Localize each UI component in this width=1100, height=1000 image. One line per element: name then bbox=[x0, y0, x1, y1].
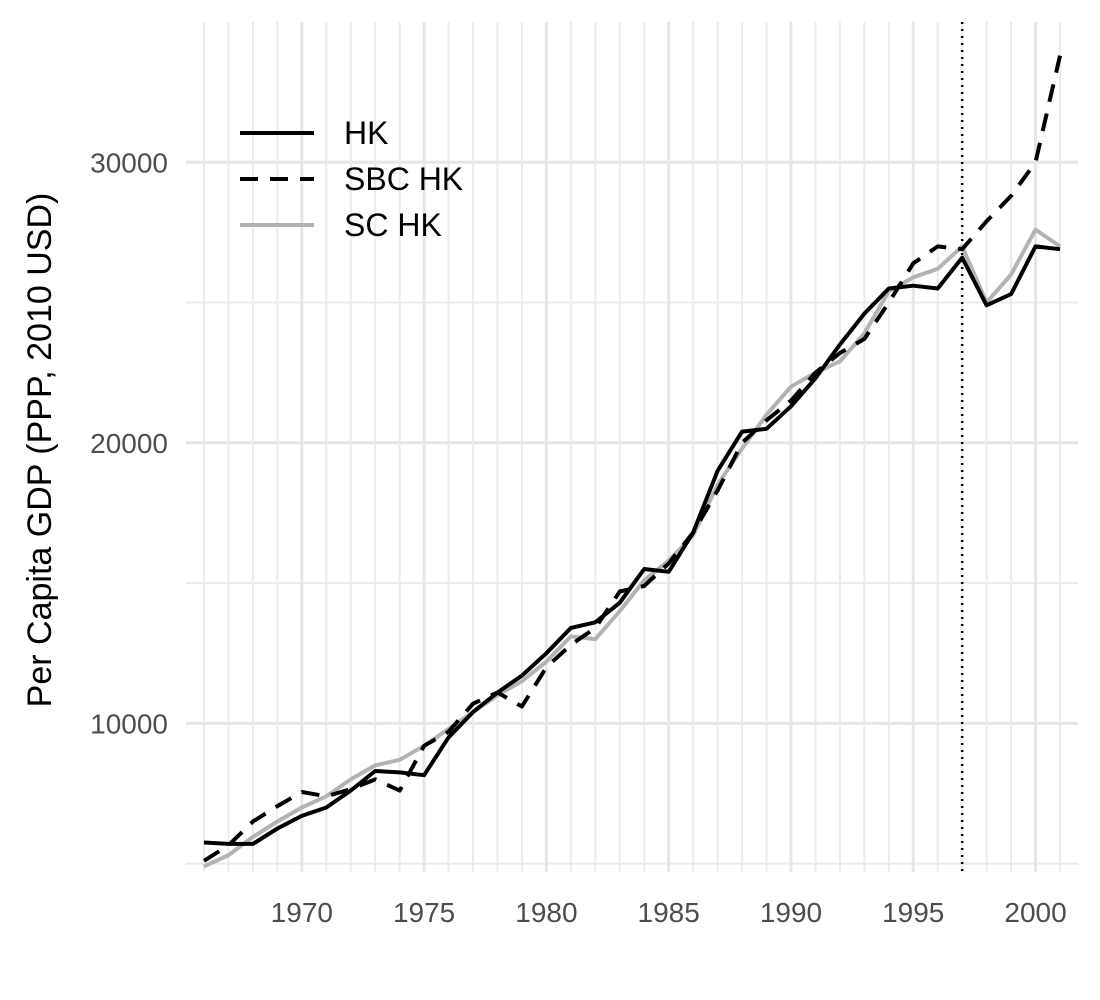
series-line-sbc-hk bbox=[202, 55, 1062, 863]
x-tick-label: 1985 bbox=[638, 897, 700, 928]
y-axis-ticks: 10000 20000 30000 bbox=[90, 147, 168, 739]
x-tick-label: 1995 bbox=[882, 897, 944, 928]
series-line-sc-hk bbox=[203, 227, 1062, 869]
x-tick-label: 1970 bbox=[271, 897, 333, 928]
series-layer bbox=[202, 55, 1062, 869]
x-tick-label: 1990 bbox=[760, 897, 822, 928]
x-tick-label: 2000 bbox=[1004, 897, 1066, 928]
grid bbox=[186, 22, 1078, 872]
y-tick-label: 20000 bbox=[90, 428, 168, 459]
x-tick-label: 1975 bbox=[393, 897, 455, 928]
y-tick-label: 10000 bbox=[90, 708, 168, 739]
legend: HK SBC HK SC HK bbox=[240, 115, 463, 243]
legend-label-sc-hk: SC HK bbox=[344, 207, 442, 243]
y-axis-title: Per Capita GDP (PPP, 2010 USD) bbox=[21, 193, 59, 708]
series-line-hk bbox=[203, 244, 1061, 846]
y-tick-label: 30000 bbox=[90, 147, 168, 178]
legend-label-hk: HK bbox=[344, 115, 388, 151]
legend-label-sbc-hk: SBC HK bbox=[344, 161, 463, 197]
x-tick-label: 1980 bbox=[515, 897, 577, 928]
x-axis-ticks: 1970 1975 1980 1985 1990 1995 2000 bbox=[271, 897, 1067, 928]
